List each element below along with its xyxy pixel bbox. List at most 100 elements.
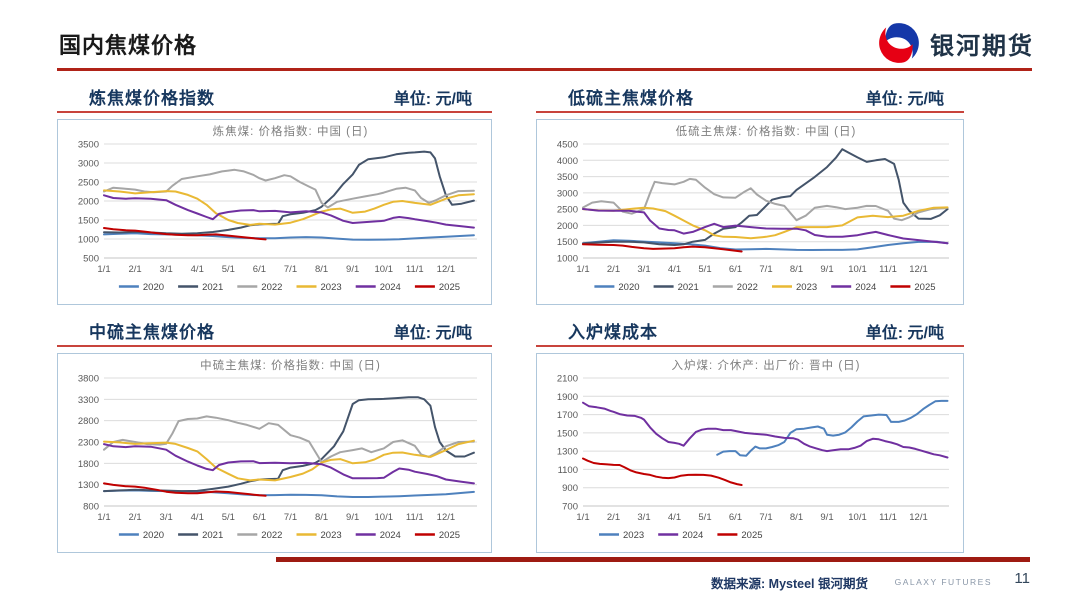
svg-text:3500: 3500 <box>557 172 578 183</box>
line-chart-svg: 中硫主焦煤: 价格指数: 中国 (日) 800 1300 1800 2300 2800 33… <box>78 358 477 541</box>
svg-text:800: 800 <box>83 502 99 513</box>
line-chart-svg: 入炉煤: 介休产: 出厂价: 晋中 (日) 700 900 1100 1300 1500 1… <box>557 358 949 541</box>
svg-text:7/1: 7/1 <box>759 264 772 275</box>
page-title: 国内焦煤价格 <box>59 33 198 58</box>
svg-text:3/1: 3/1 <box>637 512 650 523</box>
svg-text:2023: 2023 <box>623 530 644 541</box>
svg-text:1700: 1700 <box>557 410 578 421</box>
line-chart-furnace-coal-cost: 入炉煤: 介休产: 出厂价: 晋中 (日) 700 900 1100 1300 1500 1… <box>536 353 964 553</box>
svg-text:5/1: 5/1 <box>222 264 235 275</box>
chart-panel-low-sulfur-price: 低硫主焦煤价格 单位: 元/吨 低硫主焦煤: 价格指数: 中国 (日) 1000 1… <box>536 84 964 305</box>
svg-text:12/1: 12/1 <box>909 512 928 523</box>
svg-text:10/1: 10/1 <box>375 512 394 523</box>
svg-text:1000: 1000 <box>78 235 99 246</box>
svg-text:1/1: 1/1 <box>576 264 589 275</box>
svg-text:4/1: 4/1 <box>191 512 204 523</box>
svg-text:12/1: 12/1 <box>437 512 456 523</box>
galaxy-futures-logo-icon <box>879 23 919 63</box>
svg-text:2/1: 2/1 <box>607 264 620 275</box>
svg-text:1100: 1100 <box>558 465 578 476</box>
svg-text:2024: 2024 <box>380 530 401 541</box>
svg-text:8/1: 8/1 <box>790 264 803 275</box>
svg-text:3/1: 3/1 <box>637 264 650 275</box>
svg-text:4500: 4500 <box>557 140 578 151</box>
svg-text:900: 900 <box>562 483 578 494</box>
panel-header-rule <box>57 111 492 113</box>
panel-title: 入炉煤成本 <box>568 323 658 342</box>
chart-panel-mid-sulfur-price: 中硫主焦煤价格 单位: 元/吨 中硫主焦煤: 价格指数: 中国 (日) 800 13… <box>57 318 492 553</box>
svg-text:2025: 2025 <box>741 530 762 541</box>
page-number: 11 <box>1014 570 1030 587</box>
svg-text:2025: 2025 <box>439 282 460 293</box>
svg-text:1500: 1500 <box>557 428 578 439</box>
panel-title: 中硫主焦煤价格 <box>89 323 215 342</box>
panel-unit-label: 单位: 元/吨 <box>865 325 944 342</box>
svg-text:1300: 1300 <box>557 447 578 458</box>
svg-text:2021: 2021 <box>202 282 223 293</box>
svg-text:2024: 2024 <box>855 282 876 293</box>
svg-text:2500: 2500 <box>78 178 99 189</box>
svg-text:6/1: 6/1 <box>729 512 742 523</box>
svg-text:700: 700 <box>562 502 578 513</box>
svg-text:2500: 2500 <box>557 205 578 216</box>
svg-text:2022: 2022 <box>261 282 282 293</box>
panel-header: 低硫主焦煤价格 单位: 元/吨 <box>536 84 964 108</box>
panel-unit-label: 单位: 元/吨 <box>393 91 472 108</box>
svg-text:2/1: 2/1 <box>128 264 141 275</box>
panel-header-rule <box>536 345 964 347</box>
svg-text:11/1: 11/1 <box>879 264 897 275</box>
galaxy-futures-logo: 银河期货 <box>876 20 1034 66</box>
svg-text:1/1: 1/1 <box>97 512 110 523</box>
svg-text:2022: 2022 <box>737 282 758 293</box>
line-chart-low-sulfur-price: 低硫主焦煤: 价格指数: 中国 (日) 1000 1500 2000 2500 3000 3… <box>536 119 964 305</box>
svg-text:2100: 2100 <box>557 374 578 385</box>
panel-title: 炼焦煤价格指数 <box>89 89 215 108</box>
svg-text:1800: 1800 <box>78 459 99 470</box>
svg-text:7/1: 7/1 <box>284 264 297 275</box>
panel-unit-label: 单位: 元/吨 <box>393 325 472 342</box>
svg-text:炼焦煤: 价格指数: 中国 (日): 炼焦煤: 价格指数: 中国 (日) <box>213 124 369 138</box>
svg-text:5/1: 5/1 <box>698 264 711 275</box>
svg-text:9/1: 9/1 <box>346 264 359 275</box>
svg-text:2020: 2020 <box>143 530 164 541</box>
svg-text:8/1: 8/1 <box>315 512 328 523</box>
chart-panel-coking-coal-index: 炼焦煤价格指数 单位: 元/吨 炼焦煤: 价格指数: 中国 (日) 500 1000… <box>57 84 492 305</box>
svg-text:1300: 1300 <box>78 480 99 491</box>
svg-text:3800: 3800 <box>78 374 99 385</box>
svg-text:2020: 2020 <box>143 282 164 293</box>
svg-text:3/1: 3/1 <box>160 512 173 523</box>
svg-text:2/1: 2/1 <box>128 512 141 523</box>
svg-text:4/1: 4/1 <box>191 264 204 275</box>
svg-text:2000: 2000 <box>557 221 578 232</box>
svg-text:1/1: 1/1 <box>97 264 110 275</box>
svg-text:4/1: 4/1 <box>668 512 681 523</box>
svg-text:4000: 4000 <box>557 156 578 167</box>
panel-header: 入炉煤成本 单位: 元/吨 <box>536 318 964 342</box>
title-underline <box>57 68 1032 71</box>
svg-text:2024: 2024 <box>380 282 401 293</box>
svg-text:4/1: 4/1 <box>668 264 681 275</box>
svg-text:3000: 3000 <box>557 188 578 199</box>
svg-text:1/1: 1/1 <box>576 512 589 523</box>
svg-text:2025: 2025 <box>914 282 935 293</box>
svg-text:8/1: 8/1 <box>315 264 328 275</box>
svg-text:2023: 2023 <box>796 282 817 293</box>
data-source-label: 数据来源: Mysteel 银河期货 <box>711 577 868 591</box>
line-chart-svg: 低硫主焦煤: 价格指数: 中国 (日) 1000 1500 2000 2500 3000 3… <box>557 124 949 293</box>
svg-text:9/1: 9/1 <box>820 264 833 275</box>
svg-text:10/1: 10/1 <box>848 512 867 523</box>
svg-text:2020: 2020 <box>618 282 639 293</box>
footer-divider-bar <box>276 557 1030 562</box>
svg-text:2025: 2025 <box>439 530 460 541</box>
svg-text:3500: 3500 <box>78 140 99 151</box>
line-chart-svg: 炼焦煤: 价格指数: 中国 (日) 500 1000 1500 2000 2500 3000… <box>78 124 477 293</box>
svg-text:1900: 1900 <box>557 392 578 403</box>
panel-unit-label: 单位: 元/吨 <box>865 91 944 108</box>
svg-text:500: 500 <box>83 254 99 265</box>
svg-text:2000: 2000 <box>78 197 99 208</box>
svg-text:11/1: 11/1 <box>406 264 424 275</box>
svg-text:7/1: 7/1 <box>284 512 297 523</box>
svg-text:10/1: 10/1 <box>848 264 867 275</box>
svg-text:2021: 2021 <box>678 282 699 293</box>
